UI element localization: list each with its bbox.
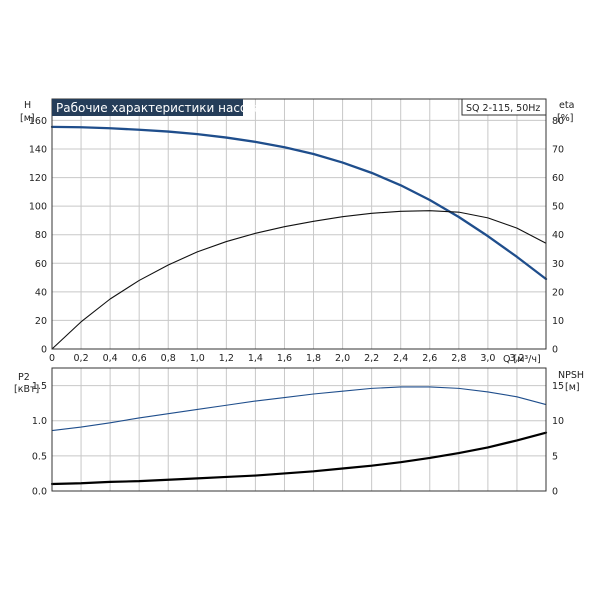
lower-right-tick-label: 5 [552,451,558,462]
flow-axis-label: Q [м³/ч] [503,354,541,365]
upper-plot-frame [51,98,547,350]
lower-tick-labels: 0.0 0.5 1.0 1.5 0 5 10 15 [32,381,564,497]
upper-left-tick-label: 100 [29,202,47,213]
lower-panel: 0.0 0.5 1.0 1.5 0 5 10 15 P2 [кВт] NPSH [м] [14,367,584,498]
head-axis-unit: [м] [20,113,35,124]
model-label-box [461,98,547,116]
lower-plot-frame [51,367,547,492]
lower-series-line-0 [51,386,547,432]
upper-x-tick-label: 2,8 [451,353,466,364]
upper-x-tick-label: 2,2 [364,353,379,364]
upper-grid [52,99,547,349]
upper-right-tick-label: 40 [552,230,564,241]
upper-x-tick-label: 1,4 [248,353,263,364]
upper-tick-labels: 0 20 40 60 80 100 120 140 160 0 10 20 30 40 50 60 70 80 0 0… [29,116,564,364]
lower-left-tick-label: 0.5 [32,451,47,462]
lower-left-tick-label: 1.5 [32,381,47,392]
lower-left-tick-label: 1.0 [32,416,47,427]
upper-x-tick-label: 0,2 [74,353,89,364]
upper-x-tick-label: 0 [49,353,55,364]
upper-right-tick-label: 50 [552,202,564,213]
upper-left-tick-label: 0 [41,345,47,356]
power-axis-label: P2 [18,372,30,383]
upper-right-tick-label: 80 [552,116,564,127]
npsh-axis-label: NPSH [558,370,584,381]
upper-right-tick-label: 0 [552,345,558,356]
eta-axis-label: eta [559,100,574,111]
upper-x-tick-label: 2,0 [335,353,350,364]
upper-x-tick-label: 1,0 [190,353,205,364]
upper-right-tick-label: 60 [552,173,564,184]
upper-left-tick-label: 160 [29,116,47,127]
upper-right-tick-label: 30 [552,259,564,270]
eta-axis-unit: [%] [557,113,573,124]
upper-series-line-1 [51,210,547,350]
upper-x-tick-label: 0,6 [132,353,147,364]
upper-x-tick-label: 0,4 [103,353,118,364]
upper-series-line-0 [50,125,548,281]
upper-x-tick-label: 3,2 [509,353,524,364]
chart-title: Рабочие характеристики насоса [56,101,261,115]
lower-series [50,386,548,486]
lower-right-tick-label: 10 [552,416,564,427]
lower-series-line-1 [50,431,548,486]
upper-x-tick-label: 2,6 [422,353,437,364]
head-axis-label: H [24,100,31,111]
upper-left-tick-label: 80 [35,230,47,241]
lower-right-tick-label: 0 [552,487,558,498]
upper-left-tick-label: 20 [35,316,47,327]
upper-right-tick-label: 70 [552,145,564,156]
upper-left-tick-label: 40 [35,287,47,298]
upper-x-tick-label: 2,4 [393,353,408,364]
upper-right-tick-label: 20 [552,287,564,298]
npsh-axis-unit: [м] [565,382,580,393]
lower-left-tick-label: 0.0 [32,487,47,498]
chart-title-background [52,99,243,116]
upper-panel: 0 20 40 60 80 100 120 140 160 0 10 20 30 40 50 60 70 80 0 0… [20,98,574,365]
power-axis-unit: [кВт] [14,384,39,395]
upper-x-tick-label: 1,8 [306,353,321,364]
upper-right-tick-label: 10 [552,316,564,327]
upper-x-tick-label: 1,2 [219,353,234,364]
upper-left-tick-label: 140 [29,145,47,156]
upper-left-tick-label: 60 [35,259,47,270]
lower-right-tick-label: 15 [552,381,564,392]
model-label: SQ 2-115, 50Hz [466,103,540,114]
upper-x-tick-label: 0,8 [161,353,176,364]
upper-series [50,125,548,350]
upper-x-tick-label: 1,6 [277,353,292,364]
upper-left-tick-label: 120 [29,173,47,184]
upper-x-tick-label: 3,0 [480,353,495,364]
